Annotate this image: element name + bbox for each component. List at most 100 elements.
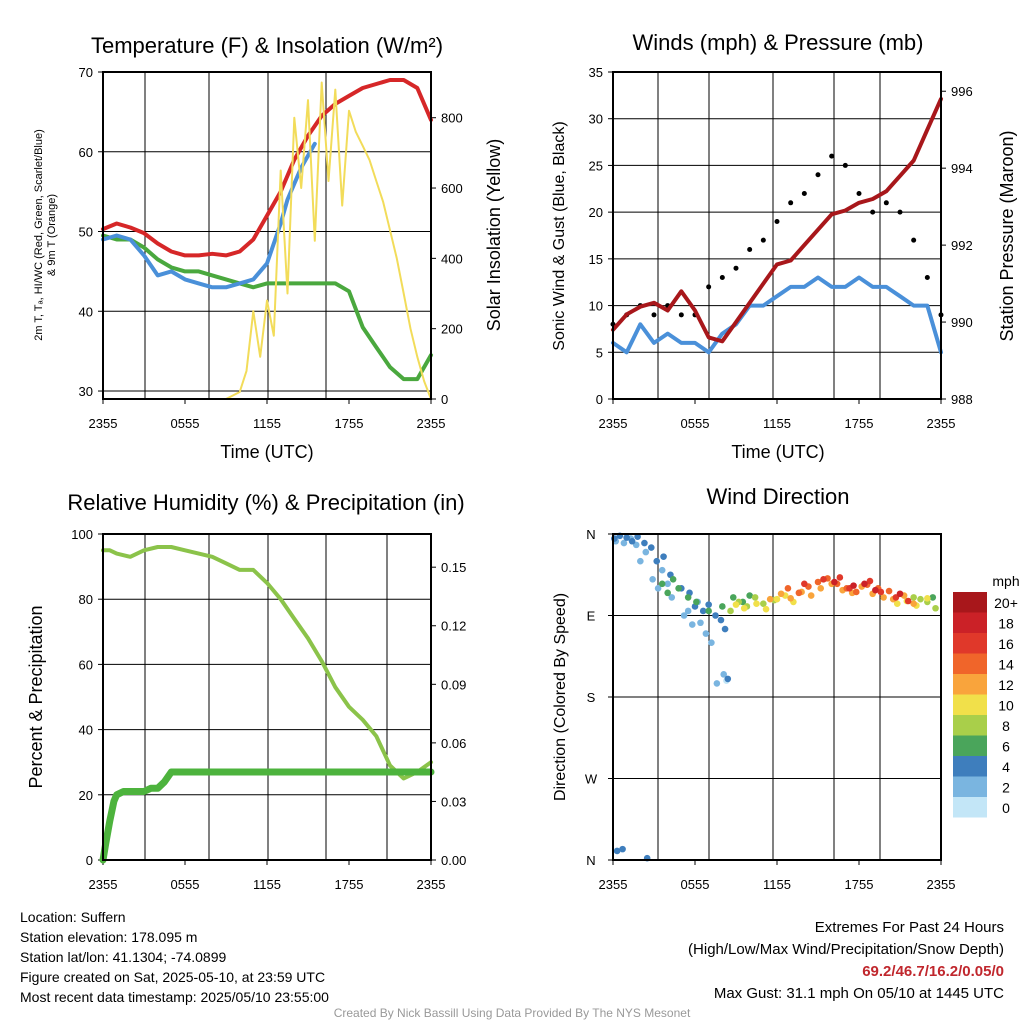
dir-point: [910, 600, 917, 608]
dir-point: [795, 589, 803, 597]
wind-x-tick-label: 0555: [681, 416, 710, 431]
wind-gust-point: [856, 190, 862, 196]
dir-point: [831, 578, 838, 586]
wind-x-tick-label: 1155: [763, 416, 791, 431]
wind-gust-point: [897, 209, 903, 215]
dir-point: [658, 580, 666, 588]
dir-point: [801, 580, 808, 588]
dir-point: [760, 600, 767, 608]
speed-legend-label: 14: [998, 657, 1014, 673]
dir-point: [653, 557, 661, 565]
speed-legend-label: 20+: [994, 595, 1018, 611]
extremes-legend: (High/Low/Max Wind/Precipitation/Snow De…: [688, 941, 1004, 958]
temp-y2-tick-label: 0: [441, 392, 448, 407]
rh-y2-tick-label: 0.00: [441, 853, 466, 868]
dir-point: [705, 601, 712, 608]
wind-y2-tick-label: 994: [951, 161, 973, 176]
wind-y-tick-label: 5: [596, 345, 603, 360]
created-text: Figure created on Sat, 2025-05-10, at 23…: [20, 969, 326, 985]
dir-point: [885, 587, 893, 595]
latlon-text: Station lat/lon: 41.1304; -74.0899: [20, 949, 227, 965]
temp-y-tick-label: 40: [79, 304, 93, 319]
speed-legend-label: 2: [1002, 780, 1010, 796]
wind-gust-point: [815, 172, 821, 178]
dir-point: [658, 566, 666, 574]
dir-point: [647, 544, 655, 551]
speed-legend-swatch: [953, 735, 987, 756]
speed-legend-swatch: [953, 633, 987, 654]
wind-gust-point: [733, 265, 739, 271]
dir-point: [717, 616, 725, 624]
dir-point: [877, 588, 885, 596]
wind-ylabel-right: Station Pressure (Maroon): [997, 130, 1017, 341]
max-gust: Max Gust: 31.1 mph On 05/10 at 1445 UTC: [713, 985, 1004, 1002]
wind-gust-point: [719, 275, 725, 281]
wind-y-tick-label: 20: [589, 205, 603, 220]
dir-point: [852, 588, 860, 596]
dir-point: [702, 630, 710, 637]
wind-y-tick-label: 35: [589, 65, 603, 80]
speed-legend-swatch: [953, 715, 987, 736]
dir-point: [660, 553, 667, 560]
dir-point: [720, 671, 727, 678]
temp-y-tick-label: 70: [79, 65, 93, 80]
rh-y2-tick-label: 0.06: [441, 736, 466, 751]
dir-plot-frame: [612, 533, 942, 861]
rh-x-tick-label: 0555: [171, 877, 200, 892]
temp-title: Temperature (F) & Insolation (W/m²): [91, 33, 443, 58]
speed-legend-label: 18: [998, 616, 1014, 632]
temp-series-line: [101, 141, 317, 290]
dir-point: [932, 604, 939, 612]
dir-point: [680, 612, 688, 619]
wind-plot-frame: [612, 71, 942, 400]
extremes-values: 69.2/46.7/16.2/0.05/0: [862, 963, 1004, 980]
wind-series-line: [611, 275, 943, 355]
dir-point: [641, 539, 648, 547]
dir-point: [675, 585, 682, 592]
dir-x-tick-label: 2355: [927, 877, 956, 892]
rh-y-tick-label: 80: [79, 592, 93, 607]
dir-point: [712, 612, 719, 619]
wind-y-tick-label: 30: [589, 112, 603, 127]
temp-plot-area: [103, 72, 431, 399]
rh-ylabel: Percent & Precipitation: [26, 605, 46, 788]
rh-y2-tick-label: 0.09: [441, 677, 466, 692]
credit-text: Created By Nick Bassill Using Data Provi…: [333, 1006, 691, 1020]
winds-panel: Winds (mph) & Pressure (mb) Time (UTC) S…: [551, 30, 1017, 462]
dir-point: [705, 607, 712, 615]
wind-y-tick-label: 0: [596, 392, 603, 407]
dir-y-tick-label: E: [587, 609, 596, 624]
dir-point: [807, 592, 815, 599]
temp-ylabel-line1: 2m T, Tₐ, HI/WC (Red, Green, Scarlet/Blu…: [33, 129, 45, 341]
dir-point: [613, 847, 621, 855]
rh-x-tick-label: 2355: [89, 877, 118, 892]
speed-legend-swatch: [953, 612, 987, 633]
dir-point: [684, 594, 692, 601]
rh-y2-tick-label: 0.12: [441, 619, 466, 634]
temperature-panel: Temperature (F) & Insolation (W/m²) Time…: [33, 33, 504, 462]
dir-point: [820, 575, 827, 583]
dir-point: [880, 594, 887, 601]
wind-x-tick-label: 2355: [599, 416, 628, 431]
dir-point: [762, 605, 770, 613]
wind-gust-point: [870, 209, 876, 215]
temp-series-line: [101, 78, 433, 258]
wind-gust-point: [924, 275, 930, 281]
dir-point: [917, 595, 924, 603]
wind-plot-area: [613, 72, 941, 399]
dir-y-tick-label: N: [586, 527, 595, 542]
elevation-text: Station elevation: 178.095 m: [20, 929, 198, 945]
extremes-info: Extremes For Past 24 Hours (High/Low/Max…: [688, 917, 1004, 1005]
wind-y-tick-label: 25: [589, 158, 603, 173]
temp-ylabel-line2: & 9m T (Orange): [46, 194, 58, 276]
rh-y-tick-label: 40: [79, 723, 93, 738]
rh-y2-tick-label: 0.03: [441, 794, 466, 809]
rh-series-line: [101, 545, 433, 781]
dir-point: [896, 590, 904, 598]
speed-legend-label: 16: [998, 636, 1014, 652]
dir-point: [740, 604, 748, 612]
wind-x-tick-label: 2355: [927, 416, 956, 431]
dir-point: [642, 548, 650, 556]
dir-x-tick-label: 0555: [681, 877, 710, 892]
